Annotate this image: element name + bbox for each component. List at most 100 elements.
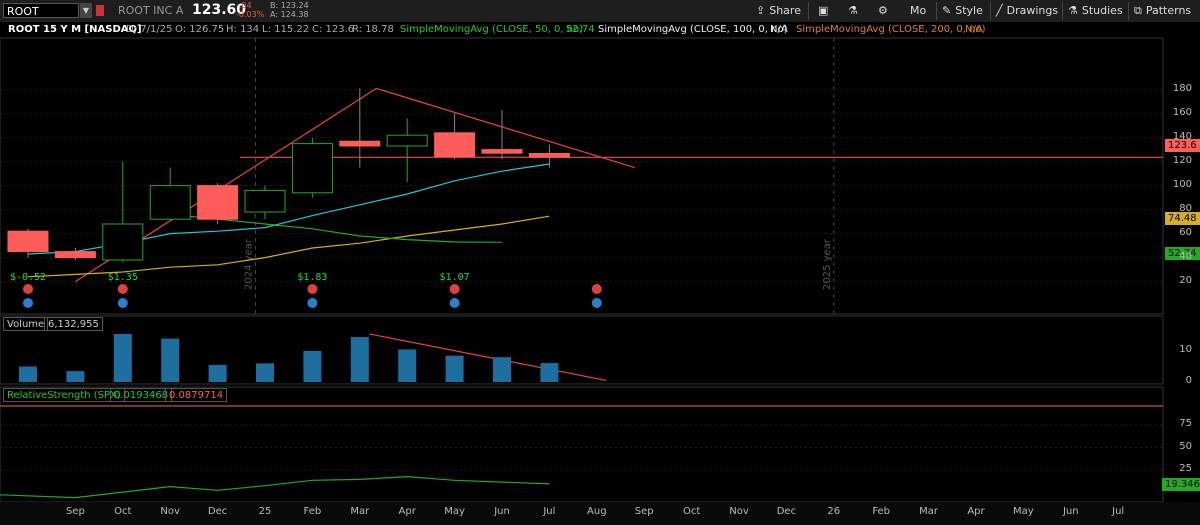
rs-label[interactable]: RelativeStrength (SPX) xyxy=(3,388,125,402)
candle-body xyxy=(291,143,333,194)
x-tick-label: Mar xyxy=(919,506,939,517)
trendline-down xyxy=(376,87,635,169)
sma100-label[interactable]: SimpleMovingAvg (CLOSE, 100, 0, no) xyxy=(598,24,788,35)
x-tick-label: Mar xyxy=(350,506,370,517)
volume-bar xyxy=(398,349,417,382)
patterns-button[interactable]: ⧉ Patterns xyxy=(1134,4,1192,17)
symbol-dropdown-icon[interactable]: ▼ xyxy=(80,3,92,18)
snapshot-button[interactable]: ▣ xyxy=(818,3,832,19)
x-tick-label: Jun xyxy=(1062,506,1079,517)
bar-open: O: 126.75 xyxy=(175,24,225,35)
volume-bar xyxy=(113,333,132,382)
volume-bar xyxy=(303,351,322,382)
volume-bar xyxy=(540,363,559,382)
candle-body xyxy=(54,251,96,259)
volume-bar xyxy=(161,338,180,382)
symbol-input[interactable]: ROOT xyxy=(3,3,79,18)
style-button[interactable]: ✎ Style xyxy=(942,4,983,17)
flask-icon: ⚗ xyxy=(1068,4,1078,17)
price-tick-label: 60 xyxy=(1179,226,1192,238)
sma100-value: N/A xyxy=(770,24,788,35)
earnings-label: $1.07 xyxy=(440,272,470,283)
x-tick-label: Oct xyxy=(682,506,701,517)
x-tick-label: Aug xyxy=(587,506,607,517)
price-tick-label: 180 xyxy=(1172,82,1192,94)
earnings-markers: $-0.52 $1.35 $1.83 $1.07 xyxy=(10,272,602,308)
bar-low: L: 115.22 xyxy=(262,24,310,35)
chart-title: ROOT 15 Y M [NASDAQ] xyxy=(8,24,142,35)
study-bar: ROOT 15 Y M [NASDAQ] D: 7/1/25 O: 126.75… xyxy=(0,22,1200,38)
sma50-label[interactable]: SimpleMovingAvg (CLOSE, 50, 0, no) xyxy=(400,24,584,35)
volume-bar xyxy=(19,366,37,382)
candle-body xyxy=(386,134,428,147)
candle-body xyxy=(434,132,476,158)
rs-tick-label: 50 xyxy=(1179,440,1192,452)
sma200-value: N/A xyxy=(965,24,983,35)
bar-close: C: 123.6 xyxy=(312,24,355,35)
top-toolbar: ROOT ▼ ROOT INC A 123.60 -.04 -0.03% B: 1… xyxy=(0,0,1200,23)
sma50-value: 52.74 xyxy=(566,24,595,35)
earnings-icon xyxy=(307,284,318,294)
candle-body xyxy=(528,153,570,158)
year-marker-label: 2025 year xyxy=(822,238,833,290)
volume-value: 6,132,955 xyxy=(44,317,103,331)
dividend-icon xyxy=(449,298,460,308)
earnings-label: $1.35 xyxy=(108,272,138,283)
volume-trendline xyxy=(369,333,607,382)
x-tick-label: Sep xyxy=(634,506,654,517)
price-panel xyxy=(0,37,1164,315)
volume-label[interactable]: Volume xyxy=(3,317,49,331)
relative-strength xyxy=(0,405,1163,499)
earnings-icon xyxy=(591,284,602,294)
drawings-button[interactable]: ╱ Drawings xyxy=(996,4,1059,17)
price-tick-label: 100 xyxy=(1172,178,1192,190)
x-tick-label: Apr xyxy=(398,506,416,517)
x-tick-label: Nov xyxy=(729,506,749,517)
earnings-icon xyxy=(449,284,460,294)
studies-button[interactable]: ⚗ Studies xyxy=(1068,4,1123,17)
flask-button[interactable]: ⚗ xyxy=(848,3,862,19)
x-tick-label: May xyxy=(444,506,465,517)
volume-bar xyxy=(493,357,511,382)
volume-bar xyxy=(445,355,464,382)
rs-tag: 19.3468 xyxy=(1162,478,1200,491)
grid: 2024 year 2025 year xyxy=(0,37,1164,503)
sma-green-tag: 52.74 xyxy=(1165,247,1200,260)
earnings-icon xyxy=(23,284,33,294)
sma-green-line xyxy=(170,213,503,243)
x-tick-label: Dec xyxy=(207,506,228,517)
rs-panel xyxy=(0,386,1164,503)
x-tick-label: May xyxy=(1013,506,1034,517)
camera-icon: ▣ xyxy=(818,4,829,17)
settings-button[interactable]: ⚙ xyxy=(878,3,892,19)
bar-high: H: 134 xyxy=(226,24,260,35)
bid-ask: B: 123.24 A: 124.38 xyxy=(270,1,309,19)
candle-body xyxy=(481,149,523,154)
price-change: -.04 -0.03% xyxy=(236,1,265,19)
candle-body xyxy=(7,230,49,253)
price-tick-label: 20 xyxy=(1179,274,1192,286)
earnings-label: $-0.52 xyxy=(10,272,46,283)
aggregation-button[interactable]: Mo xyxy=(910,4,927,17)
share-button[interactable]: ⇪ Share xyxy=(756,4,801,17)
price-tag: 123.6 xyxy=(1165,139,1200,152)
flag-icon[interactable] xyxy=(96,5,104,16)
x-tick-label: Oct xyxy=(114,506,132,517)
volume-bar xyxy=(350,337,369,382)
dividend-icon xyxy=(307,298,318,308)
price-tick-label: 140 xyxy=(1172,130,1192,142)
flask-icon: ⚗ xyxy=(848,4,858,17)
company-name: ROOT INC A xyxy=(118,4,184,17)
earnings-label: $1.83 xyxy=(297,272,327,283)
price-tick-label: 160 xyxy=(1172,106,1192,118)
rs-value-2: 0.0879714 xyxy=(165,388,228,402)
x-tick-label: Jul xyxy=(1112,506,1125,517)
dividend-icon xyxy=(117,298,128,308)
volume-bar xyxy=(256,363,274,382)
x-tick-label: Feb xyxy=(872,506,891,517)
candle-body xyxy=(149,185,191,220)
x-axis xyxy=(0,502,1200,525)
x-tick-label: Apr xyxy=(967,506,985,517)
sma200-label[interactable]: SimpleMovingAvg (CLOSE, 200, 0, no) xyxy=(796,24,986,35)
